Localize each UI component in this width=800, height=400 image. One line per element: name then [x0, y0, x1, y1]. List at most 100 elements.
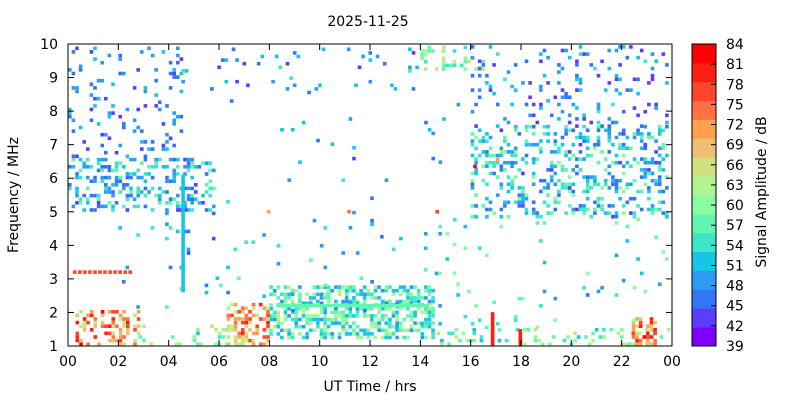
- signal-cell: [643, 160, 648, 165]
- signal-cell: [384, 285, 389, 289]
- signal-cell: [567, 175, 572, 179]
- signal-cell: [321, 47, 326, 52]
- signal-cell: [654, 59, 658, 64]
- signal-cell: [309, 301, 313, 306]
- signal-cell: [539, 139, 543, 143]
- signal-cell: [96, 157, 101, 162]
- signal-cell: [636, 257, 640, 261]
- signal-cell: [427, 314, 432, 318]
- signal-cell: [643, 157, 648, 161]
- signal-cell: [283, 299, 288, 304]
- signal-cell: [248, 317, 252, 321]
- signal-cell: [312, 328, 317, 333]
- signal-cell: [337, 303, 341, 308]
- signal-cell: [355, 314, 360, 318]
- signal-cell: [593, 207, 597, 212]
- signal-cell: [217, 331, 222, 336]
- signal-cell: [600, 150, 604, 154]
- signal-cell: [391, 332, 396, 336]
- signal-cell: [301, 314, 306, 318]
- signal-cell: [415, 303, 420, 308]
- signal-cell: [600, 286, 604, 290]
- signal-cell: [172, 122, 176, 126]
- signal-cell: [427, 303, 432, 307]
- signal-cell: [625, 182, 630, 187]
- signal-cell: [636, 132, 640, 136]
- signal-cell: [477, 88, 482, 92]
- signal-cell: [341, 317, 345, 322]
- signal-cell: [427, 310, 432, 315]
- signal-cell: [269, 292, 273, 297]
- signal-cell: [126, 324, 130, 328]
- signal-cell: [355, 335, 360, 340]
- signal-cell: [420, 296, 425, 300]
- signal-cell: [237, 331, 241, 336]
- signal-cell: [316, 303, 320, 308]
- signal-cell: [639, 135, 644, 140]
- signal-cell: [100, 310, 105, 314]
- signal-cell: [413, 285, 417, 289]
- signal-cell: [463, 224, 468, 229]
- signal-cell: [557, 160, 561, 165]
- signal-cell: [68, 183, 72, 187]
- signal-cell: [618, 142, 622, 147]
- signal-cell: [442, 117, 446, 121]
- signal-cell: [233, 324, 238, 328]
- signal-cell: [473, 164, 477, 169]
- signal-cell: [154, 165, 158, 169]
- signal-cell: [118, 313, 123, 318]
- signal-cell: [539, 102, 543, 107]
- signal-cell: [251, 313, 256, 318]
- signal-cell: [582, 211, 586, 215]
- signal-cell: [269, 332, 273, 336]
- signal-cell: [129, 175, 133, 180]
- signal-cell: [560, 88, 565, 92]
- signal-cell: [513, 318, 518, 322]
- signal-cell: [638, 324, 643, 328]
- signal-cell: [380, 299, 385, 304]
- signal-cell: [272, 288, 277, 293]
- signal-cell: [413, 299, 417, 304]
- signal-cell: [233, 317, 238, 321]
- signal-cell: [513, 88, 518, 92]
- signal-cell: [75, 331, 80, 336]
- signal-cell: [575, 171, 579, 176]
- signal-cell: [294, 310, 299, 315]
- signal-cell: [158, 107, 162, 112]
- signal-cell: [294, 321, 299, 325]
- signal-cell: [122, 317, 126, 321]
- signal-cell: [638, 331, 642, 336]
- signal-cell: [635, 335, 639, 339]
- signal-cell: [477, 318, 482, 322]
- signal-cell: [287, 306, 291, 311]
- x-tick-label: 04: [160, 354, 178, 370]
- signal-cell: [241, 328, 245, 332]
- signal-cell: [377, 310, 381, 315]
- signal-cell: [632, 178, 637, 183]
- signal-cell: [399, 236, 403, 241]
- signal-cell: [600, 186, 604, 190]
- signal-cell: [665, 257, 669, 261]
- signal-cell: [639, 124, 644, 128]
- signal-cell: [522, 342, 527, 346]
- signal-cell: [546, 186, 550, 190]
- signal-cell: [441, 49, 446, 53]
- signal-cell: [564, 132, 568, 136]
- signal-cell: [607, 48, 612, 53]
- signal-cell: [330, 317, 335, 322]
- signal-cell: [398, 292, 403, 297]
- signal-cell: [542, 73, 547, 78]
- signal-cell: [68, 114, 72, 119]
- signal-cell: [181, 191, 185, 195]
- signal-cell: [557, 102, 561, 107]
- signal-cell: [665, 81, 669, 85]
- signal-cell: [366, 314, 371, 318]
- signal-cell: [323, 308, 328, 313]
- signal-cell: [323, 265, 328, 270]
- signal-cell: [506, 175, 511, 179]
- signal-cell: [499, 153, 504, 158]
- signal-cell: [251, 342, 256, 346]
- signal-cell: [499, 207, 504, 212]
- signal-cell: [100, 165, 104, 169]
- signal-cell: [485, 150, 489, 154]
